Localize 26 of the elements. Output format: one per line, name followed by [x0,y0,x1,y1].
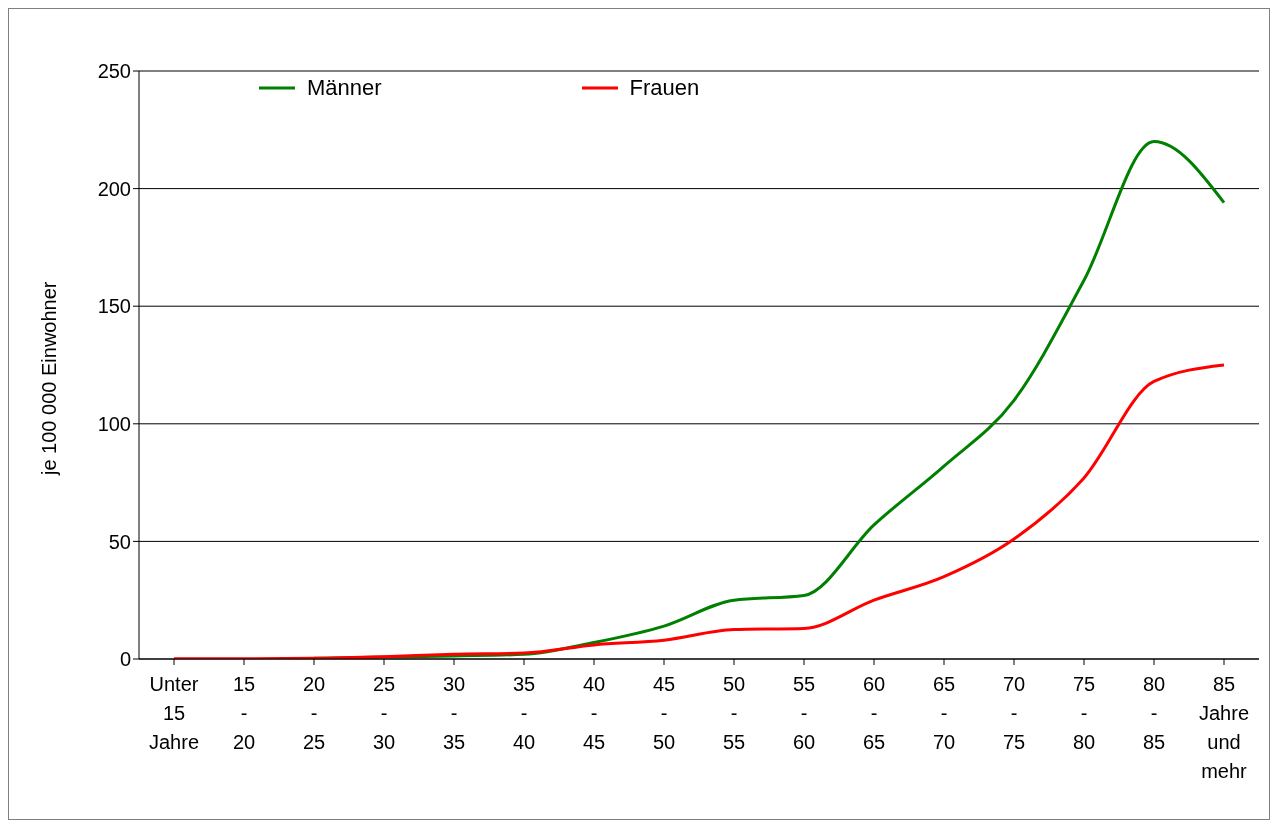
y-axis-title: je 100 000 Einwohner [38,281,61,476]
x-tick-label: 60 - 65 [862,673,886,753]
legend-label: Frauen [629,75,700,101]
x-tick-label: 30 - 35 [442,673,466,753]
x-tick-label: 25 - 30 [372,673,396,753]
y-tick-label: 100 [97,412,131,435]
x-tick-label: 55 - 60 [792,673,816,753]
legend-label: Männer [307,75,382,101]
x-tick-label: 15 - 20 [232,673,256,753]
x-tick-label: 85 Jahre und mehr [1198,673,1250,782]
y-tick-label: 200 [97,177,131,200]
x-tick-label: 40 - 45 [582,673,606,753]
y-tick-label: 50 [108,530,131,553]
x-tick-label: 65 - 70 [932,673,956,753]
x-tick-label: 70 - 75 [1002,673,1026,753]
x-tick-label: 35 - 40 [512,673,536,753]
x-tick-label: 75 - 80 [1072,673,1096,753]
line-series [172,363,1226,659]
y-tick-label: 250 [97,60,131,83]
y-tick-label: 150 [97,295,131,318]
x-tick-label: 45 - 50 [652,673,676,753]
y-tick-label: 0 [119,648,131,671]
x-tick-label: Unter 15 Jahre [148,673,200,753]
x-tick-label: 80 - 85 [1142,673,1166,753]
x-tick-label: 50 - 55 [722,673,746,753]
x-tick-label: 20 - 25 [302,673,326,753]
